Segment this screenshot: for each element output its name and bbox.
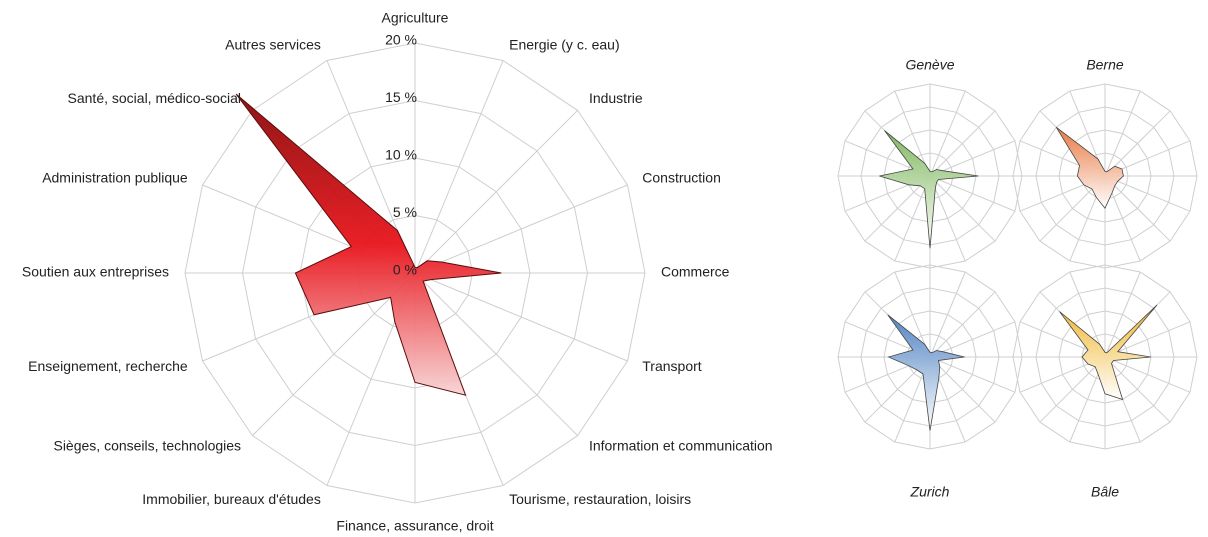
spoke <box>894 271 931 358</box>
category-label: Soutien aux entreprises <box>22 264 169 280</box>
spoke <box>1069 271 1106 358</box>
spoke <box>414 272 578 436</box>
spoke <box>1104 321 1191 358</box>
radar-area <box>1055 126 1124 209</box>
y-tick-label: 20 % <box>385 32 417 48</box>
spoke <box>929 90 966 177</box>
category-label: Construction <box>642 170 721 186</box>
spoke <box>1039 356 1106 423</box>
spoke <box>1104 271 1141 358</box>
category-label: Agriculture <box>382 10 449 26</box>
spoke <box>929 271 966 358</box>
radar-area <box>887 314 965 431</box>
category-label: Commerce <box>661 264 730 280</box>
category-label: Sièges, conseils, technologies <box>53 438 241 454</box>
chart-title: Genève <box>905 57 954 73</box>
spoke <box>1104 175 1171 242</box>
spoke <box>929 356 996 423</box>
category-label: Finance, assurance, droit <box>336 518 493 534</box>
spoke <box>1104 175 1191 212</box>
spoke <box>929 110 996 177</box>
spoke <box>929 291 996 358</box>
y-tick-label: 5 % <box>393 204 417 220</box>
y-tick-label: 0 % <box>393 262 417 278</box>
spoke <box>929 175 1016 212</box>
spoke <box>414 60 504 274</box>
radar-area <box>879 130 979 249</box>
category-label: Autres services <box>225 36 321 52</box>
spoke <box>929 140 1016 177</box>
spoke <box>1104 110 1171 177</box>
chart-title: Berne <box>1086 57 1124 73</box>
spoke <box>864 175 931 242</box>
spoke <box>929 175 966 262</box>
spoke <box>1104 356 1191 393</box>
spoke <box>929 356 1016 393</box>
category-label: Immobilier, bureaux d'études <box>142 491 321 507</box>
category-label: Energie (y c. eau) <box>509 36 620 52</box>
spoke <box>894 90 931 177</box>
radar-area <box>235 93 502 396</box>
category-label: Transport <box>642 358 702 374</box>
category-label: Industrie <box>589 90 643 106</box>
y-tick-label: 15 % <box>385 89 417 105</box>
spoke <box>894 175 931 262</box>
spoke <box>414 272 628 362</box>
spoke <box>414 110 578 274</box>
y-tick-label: 10 % <box>385 147 417 163</box>
category-label: Enseignement, recherche <box>28 358 188 374</box>
spoke <box>1104 356 1171 423</box>
category-label: Santé, social, médico-social <box>68 90 242 106</box>
radar-area <box>1059 304 1158 401</box>
category-label: Information et communication <box>589 438 773 454</box>
spoke <box>929 321 1016 358</box>
spoke <box>1104 90 1141 177</box>
spoke <box>414 184 628 274</box>
chart-title: Zurich <box>910 484 950 500</box>
category-label: Administration publique <box>42 170 188 186</box>
spoke <box>929 175 996 242</box>
category-label: Tourisme, restauration, loisirs <box>509 491 691 507</box>
chart-title: Bâle <box>1091 484 1119 500</box>
spoke <box>252 272 416 436</box>
